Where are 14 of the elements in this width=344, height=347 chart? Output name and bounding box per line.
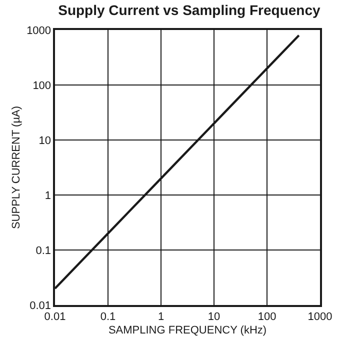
x-tick-label: 1000: [308, 310, 332, 323]
y-tick-label: 1: [44, 190, 52, 202]
x-tick-label: 10: [208, 310, 220, 323]
y-tick-label: 100: [32, 80, 52, 92]
x-axis-title: SAMPLING FREQUENCY (kHz): [108, 324, 267, 337]
x-tick-label: 100: [258, 310, 276, 323]
y-tick-label: 0.01: [30, 300, 52, 312]
y-tick-label: 10: [38, 134, 52, 147]
chart-title: Supply Current vs Sampling Frequency: [58, 2, 320, 18]
x-tick-label: 0.1: [100, 310, 116, 323]
y-axis-title: SUPPLY CURRENT (µA): [10, 106, 23, 230]
y-tick-label: 1000: [26, 24, 52, 37]
y-tick-label: 0.1: [36, 244, 52, 257]
x-tick-label: 1: [158, 310, 164, 323]
